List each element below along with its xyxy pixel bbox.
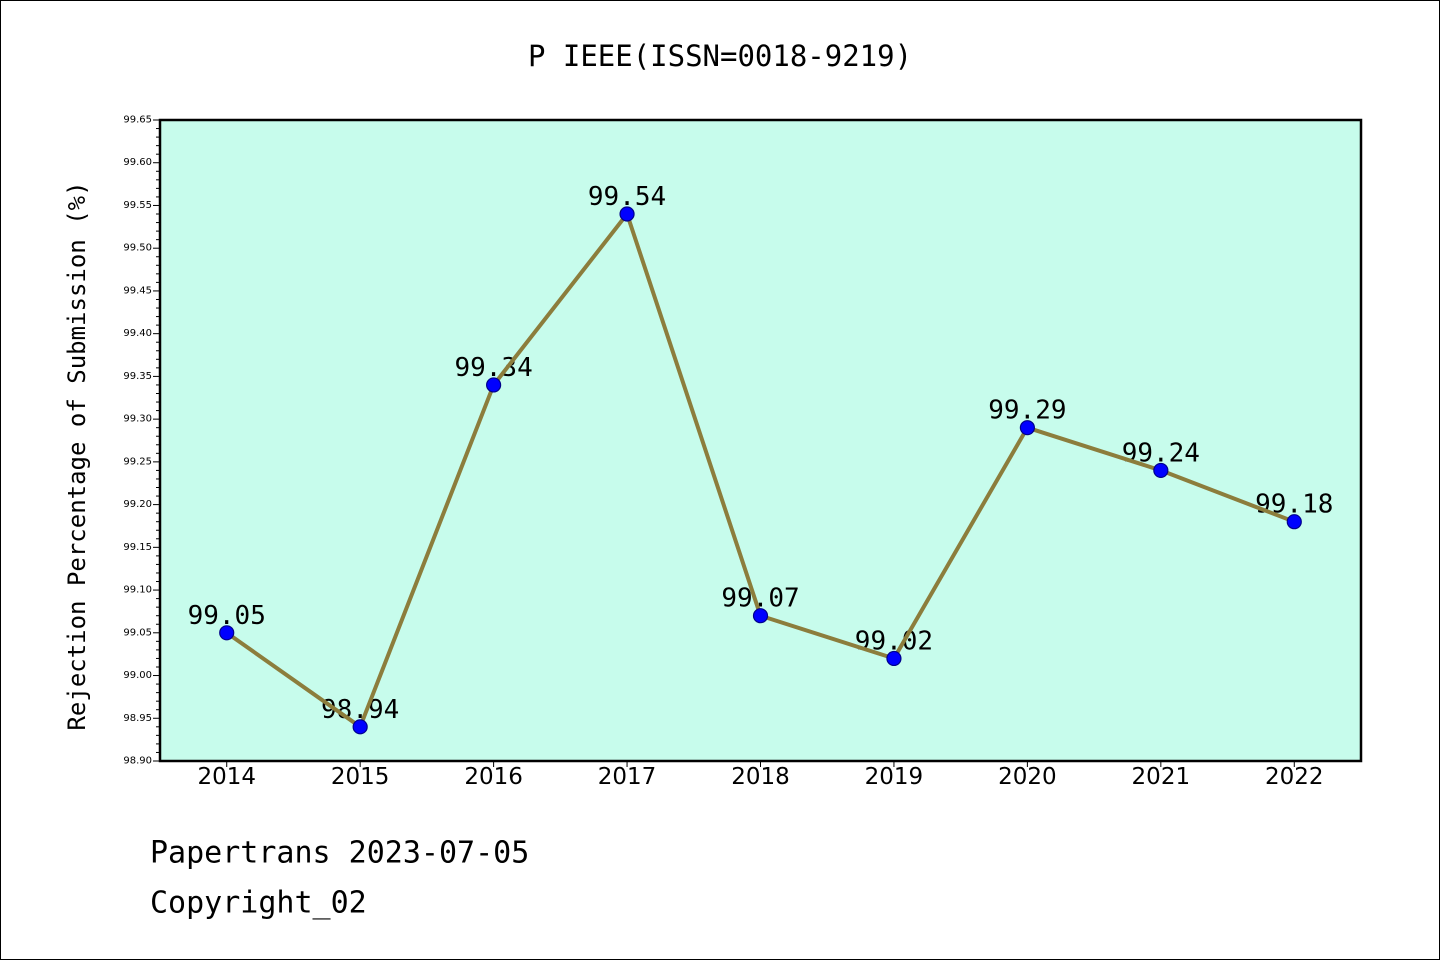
- y-tick-label: 99.55: [123, 200, 152, 211]
- y-tick-label: 99.45: [123, 285, 152, 296]
- data-point-marker: [486, 377, 502, 393]
- y-tick-label: 99.00: [123, 670, 152, 681]
- x-tick-label: 2016: [464, 764, 523, 790]
- x-tick-label: 2015: [331, 764, 390, 790]
- x-tick-label: 2017: [598, 764, 657, 790]
- data-point-marker: [1286, 514, 1302, 530]
- y-tick-label: 99.15: [123, 542, 152, 553]
- x-tick-label: 2019: [865, 764, 924, 790]
- data-point-marker: [352, 719, 368, 735]
- x-tick-label: 2021: [1132, 764, 1191, 790]
- y-tick-label: 99.30: [123, 414, 152, 425]
- x-axis: 2014 2015 2016 2017 2018 2019 2020 2021 2022: [197, 761, 1324, 790]
- x-tick-label: 2014: [197, 764, 256, 790]
- x-tick-label: 2018: [731, 764, 790, 790]
- footer-copyright: Copyright_02: [150, 886, 367, 921]
- chart-title: P IEEE(ISSN=0018-9219): [528, 39, 912, 73]
- data-point-marker: [752, 608, 769, 624]
- y-tick-label: 98.95: [123, 713, 152, 724]
- y-tick-label: 99.20: [123, 499, 152, 510]
- y-tick-label: 99.60: [123, 157, 152, 168]
- footer-date-line: Papertrans 2023-07-05: [150, 836, 529, 871]
- y-tick-label: 99.25: [123, 456, 152, 467]
- y-tick-label: 99.05: [123, 627, 152, 638]
- y-tick-label: 99.10: [123, 585, 152, 596]
- y-tick-label: 99.35: [123, 371, 152, 382]
- data-point-marker: [886, 650, 902, 667]
- data-point-marker: [619, 206, 635, 222]
- x-tick-label: 2022: [1265, 764, 1324, 790]
- y-tick-label: 99.65: [123, 115, 152, 126]
- series-markers: [219, 206, 1302, 735]
- y-axis: 98.90 98.95 99.00 99.05 99.10 99.15 99.20 99.25…: [123, 115, 160, 767]
- data-point-marker: [1153, 462, 1169, 479]
- x-tick-label: 2020: [998, 764, 1057, 790]
- y-axis-label: Rejection Percentage of Submission (%): [63, 181, 91, 730]
- data-point-marker: [1019, 420, 1035, 436]
- data-point-marker: [219, 625, 235, 641]
- plot-frame: [158, 118, 1363, 763]
- y-tick-label: 99.40: [123, 328, 152, 339]
- y-tick-label: 99.50: [123, 243, 152, 254]
- plot-area: [160, 120, 1361, 761]
- y-tick-label: 98.90: [123, 756, 152, 767]
